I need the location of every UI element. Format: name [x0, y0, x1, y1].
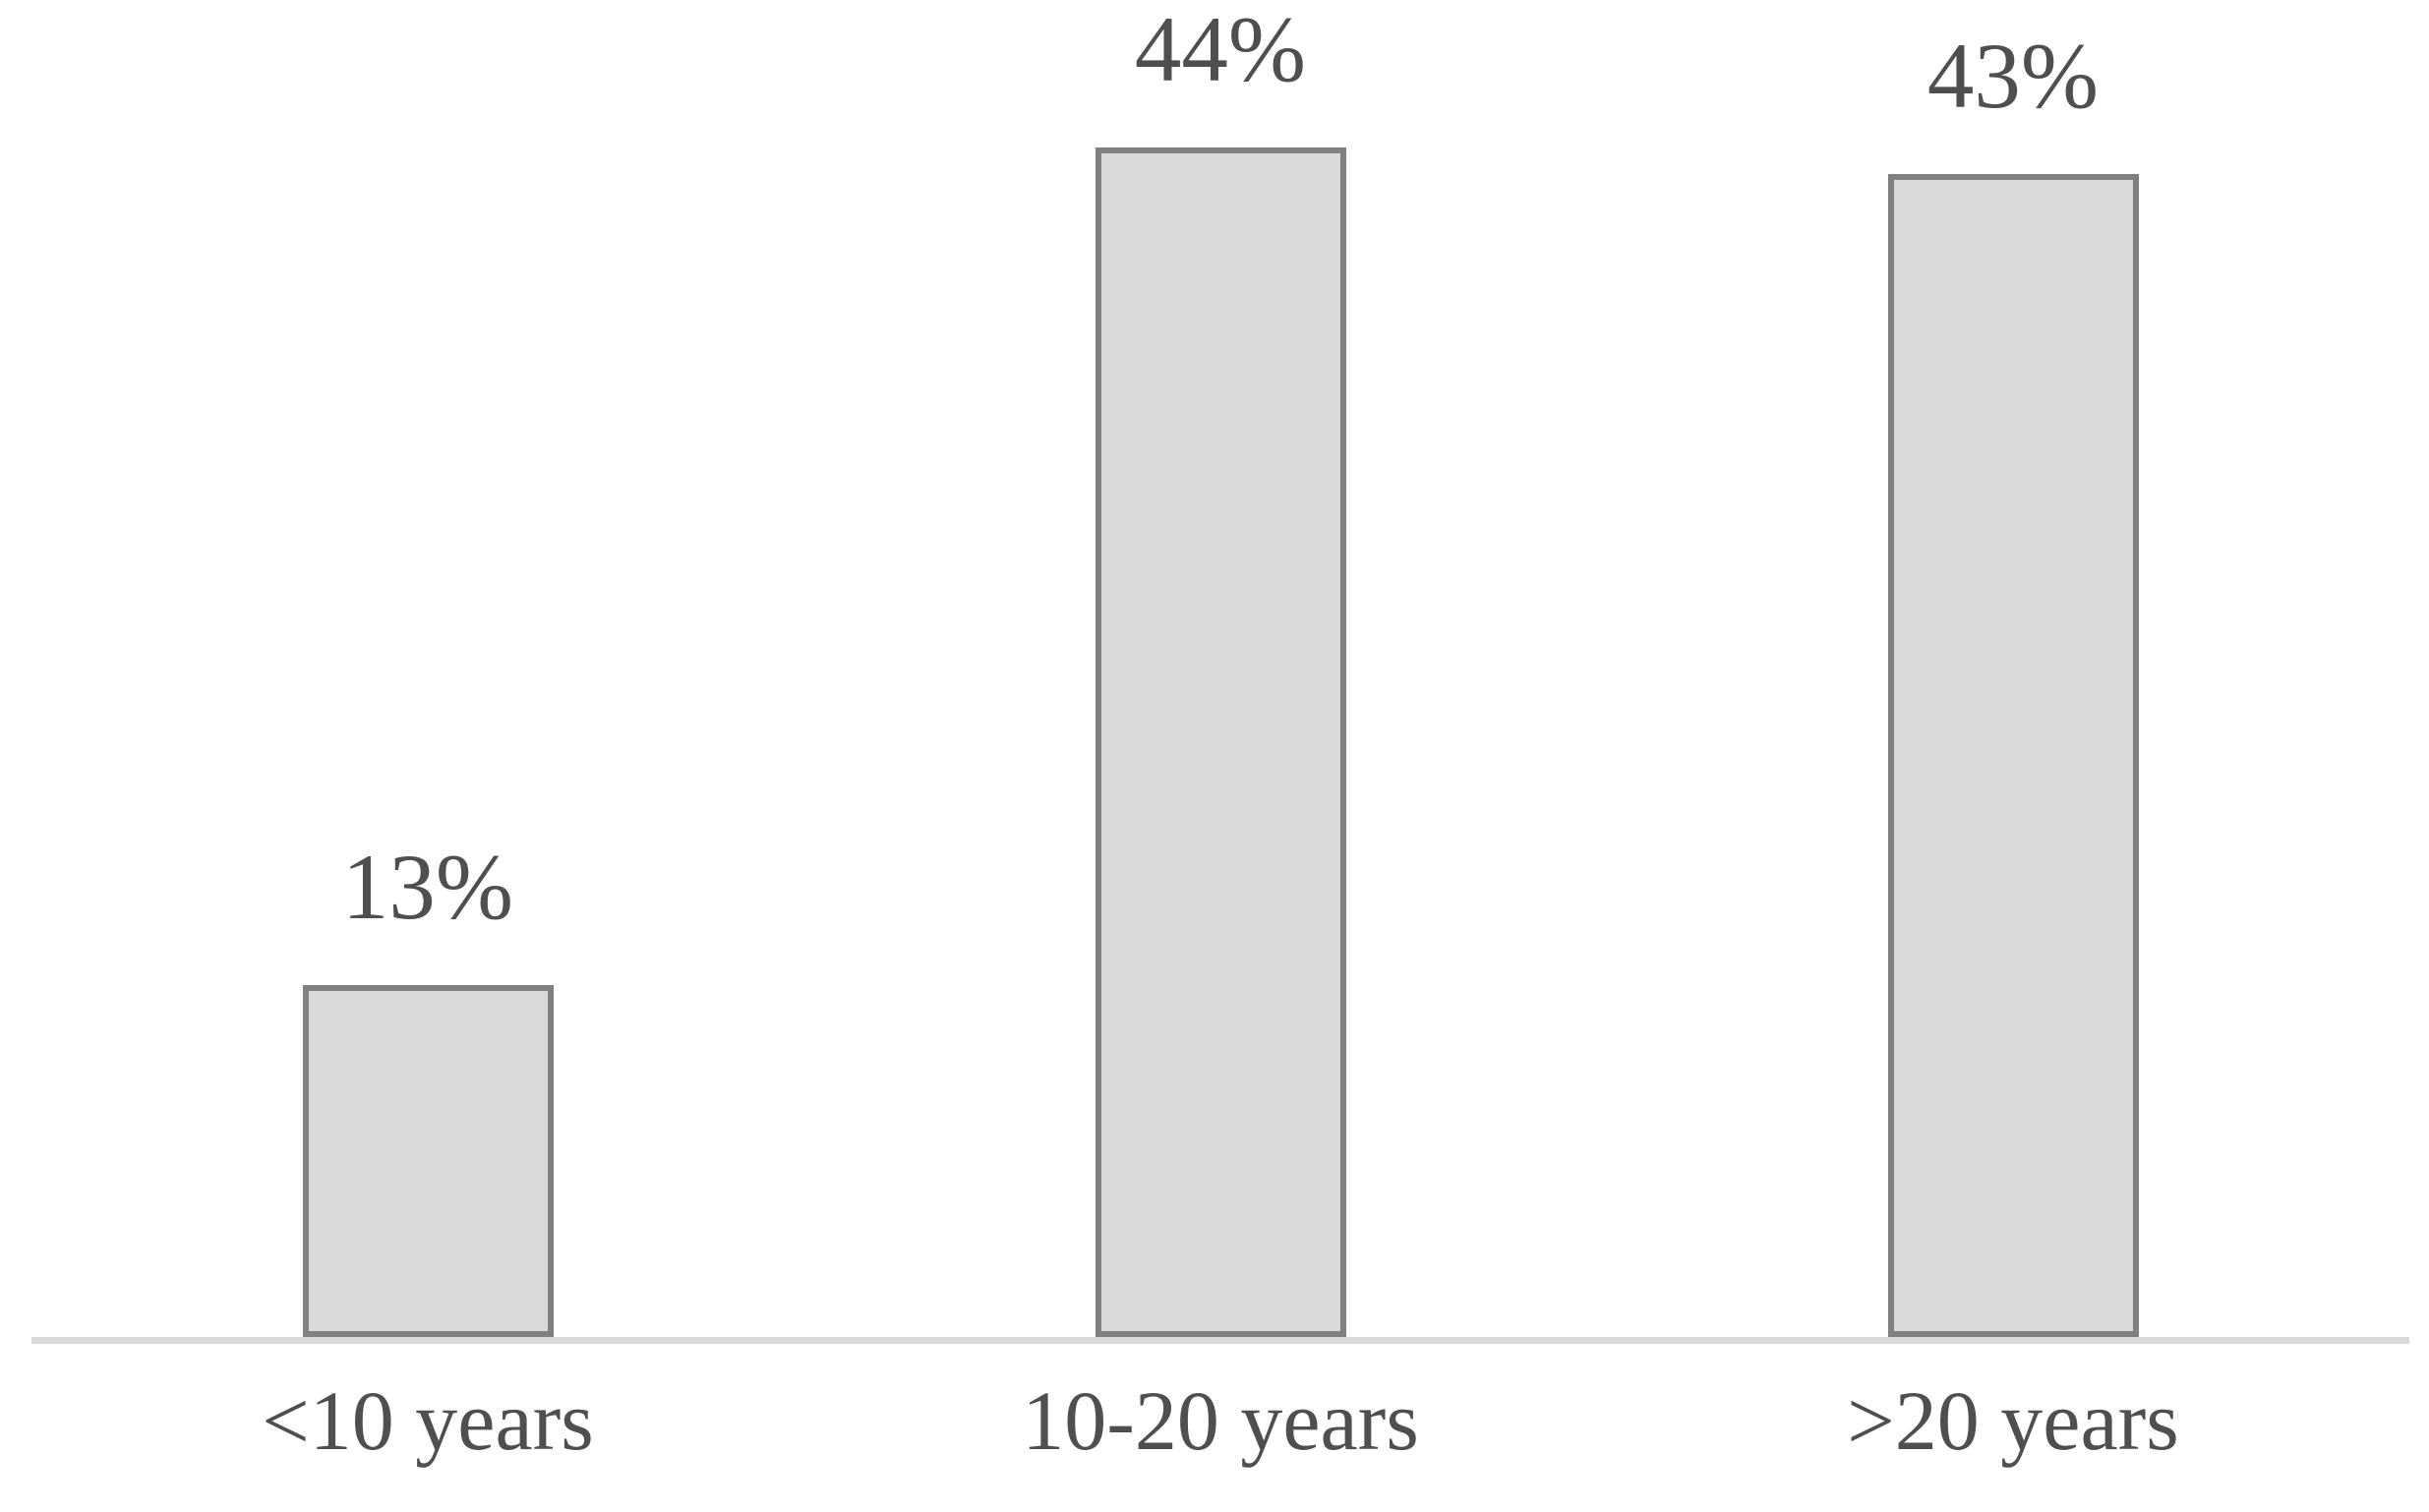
x-axis-label: 10-20 years [1022, 1373, 1419, 1468]
bar-value-label: 44% [1134, 0, 1307, 101]
bar-value-label: 13% [341, 835, 514, 939]
x-axis-label: <10 years [262, 1373, 594, 1468]
x-axis-label: >20 years [1847, 1373, 2179, 1468]
bar-value-label: 43% [1926, 24, 2100, 128]
bar [1887, 174, 2139, 1337]
bar [1095, 147, 1346, 1337]
bar [302, 985, 554, 1337]
x-axis-line [31, 1337, 2409, 1344]
